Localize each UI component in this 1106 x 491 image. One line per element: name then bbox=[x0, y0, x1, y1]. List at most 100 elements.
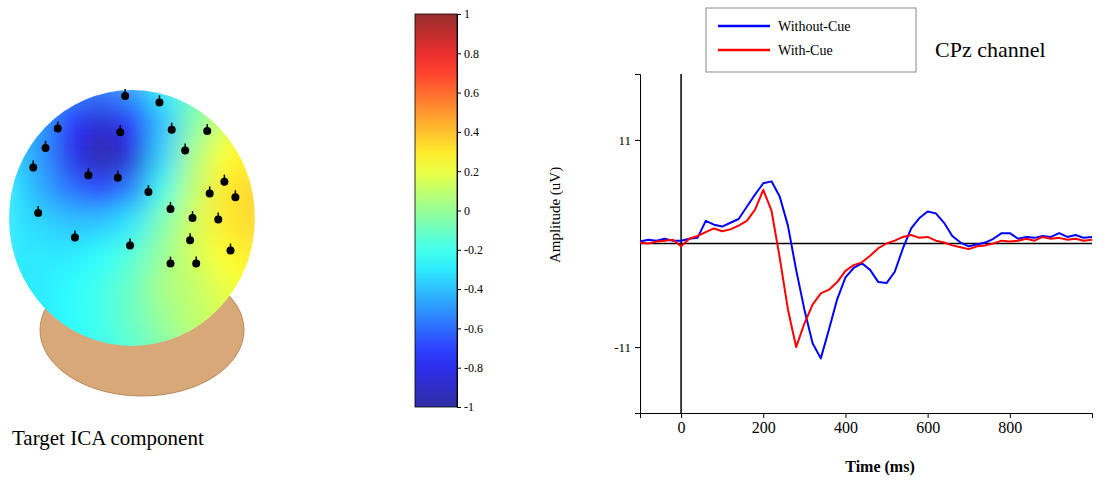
electrode-dot bbox=[186, 236, 194, 244]
tick-label: 0 bbox=[678, 419, 686, 436]
map-cell bbox=[209, 271, 240, 304]
electrode-dot bbox=[42, 144, 50, 152]
electrode-dot bbox=[144, 188, 152, 196]
map-cell bbox=[87, 141, 118, 174]
tick-mark bbox=[457, 368, 461, 369]
series-line bbox=[640, 190, 1092, 347]
map-cell bbox=[56, 271, 87, 304]
map-cell bbox=[117, 303, 148, 336]
electrode-dot bbox=[189, 214, 197, 222]
tick: 0 bbox=[457, 204, 470, 218]
map-cell bbox=[148, 76, 179, 109]
tick-label: 0.8 bbox=[464, 47, 479, 61]
map-cell bbox=[240, 336, 271, 369]
legend-swatch bbox=[718, 49, 770, 52]
map-cell bbox=[209, 336, 240, 369]
map-cell bbox=[25, 303, 56, 336]
tick-mark bbox=[457, 289, 461, 290]
electrode-dot bbox=[71, 234, 79, 242]
tick-label: 11 bbox=[618, 133, 631, 148]
legend: Without-Cue With-Cue bbox=[706, 8, 916, 72]
chart-title: CPz channel bbox=[935, 37, 1046, 62]
map-cell bbox=[117, 206, 148, 239]
map-cell bbox=[117, 173, 148, 206]
electrode bbox=[206, 186, 214, 197]
tick-mark bbox=[457, 14, 461, 15]
map-cell bbox=[117, 336, 148, 369]
electrode bbox=[220, 175, 228, 186]
tick-label: 400 bbox=[834, 419, 858, 436]
map-cell bbox=[0, 108, 26, 141]
map-cell bbox=[240, 303, 271, 336]
map-cell bbox=[25, 141, 56, 174]
electrode-dot bbox=[54, 124, 62, 132]
electrode bbox=[54, 121, 62, 132]
map-cell bbox=[0, 238, 26, 271]
electrode bbox=[155, 95, 163, 106]
legend-item: With-Cue bbox=[718, 43, 833, 58]
tick: -11 bbox=[614, 340, 640, 355]
y-axis: -11 11 bbox=[614, 75, 640, 414]
map-cell bbox=[56, 238, 87, 271]
map-cell bbox=[148, 271, 179, 304]
tick-mark bbox=[928, 413, 929, 418]
electrode bbox=[186, 233, 194, 244]
scalp-cells bbox=[0, 76, 271, 369]
map-cell bbox=[87, 336, 118, 369]
tick-mark bbox=[1010, 413, 1011, 418]
map-cell bbox=[209, 76, 240, 109]
topography: Target ICA component bbox=[0, 76, 271, 450]
electrode-dot bbox=[231, 193, 239, 201]
electrode-dot bbox=[203, 127, 211, 135]
map-cell bbox=[56, 336, 87, 369]
map-cell bbox=[87, 238, 118, 271]
tick: 0.2 bbox=[457, 165, 479, 179]
map-cell bbox=[25, 238, 56, 271]
map-cell bbox=[25, 76, 56, 109]
colorbar-axis: -1-0.8-0.6-0.4-0.200.20.40.60.81 bbox=[457, 7, 483, 414]
line-chart: 0200400600800-1111CPz channelTime (ms)Am… bbox=[547, 8, 1093, 476]
map-cell bbox=[87, 206, 118, 239]
legend-box bbox=[706, 8, 916, 72]
electrode bbox=[231, 190, 239, 201]
electrode bbox=[34, 206, 42, 217]
map-cell bbox=[178, 206, 209, 239]
tick-mark bbox=[457, 171, 461, 172]
map-cell bbox=[117, 76, 148, 109]
electrode bbox=[114, 171, 122, 182]
electrode bbox=[126, 238, 134, 249]
series-line bbox=[640, 181, 1092, 358]
legend-item: Without-Cue bbox=[718, 19, 851, 34]
electrode-dot bbox=[192, 260, 200, 268]
axis-line bbox=[458, 15, 462, 408]
electrode bbox=[181, 144, 189, 155]
electrode bbox=[192, 257, 200, 268]
map-cell bbox=[148, 336, 179, 369]
map-cell bbox=[148, 238, 179, 271]
map-cell bbox=[148, 141, 179, 174]
tick-mark bbox=[681, 413, 682, 418]
map-cell bbox=[148, 303, 179, 336]
tick-label: -0.6 bbox=[464, 322, 483, 336]
map-cell bbox=[25, 336, 56, 369]
electrode-dot bbox=[155, 98, 163, 106]
map-cell bbox=[240, 238, 271, 271]
map-cell bbox=[117, 271, 148, 304]
map-cell bbox=[25, 271, 56, 304]
map-cell bbox=[87, 303, 118, 336]
tick-mark bbox=[635, 140, 640, 141]
tick: 600 bbox=[916, 413, 940, 436]
tick: -0.2 bbox=[457, 243, 483, 257]
tick: 1 bbox=[457, 7, 470, 21]
electrode-dot bbox=[220, 178, 228, 186]
tick-mark bbox=[457, 211, 461, 212]
electrodes bbox=[29, 89, 239, 268]
electrode-dot bbox=[227, 247, 235, 255]
map-cell bbox=[209, 206, 240, 239]
figure: Target ICA component-1-0.8-0.6-0.4-0.200… bbox=[0, 0, 1106, 491]
map-cell bbox=[25, 206, 56, 239]
tick-label: 600 bbox=[916, 419, 940, 436]
map-cell bbox=[209, 141, 240, 174]
x-axis-title: Time (ms) bbox=[845, 458, 914, 476]
tick-label: -0.8 bbox=[464, 361, 483, 375]
